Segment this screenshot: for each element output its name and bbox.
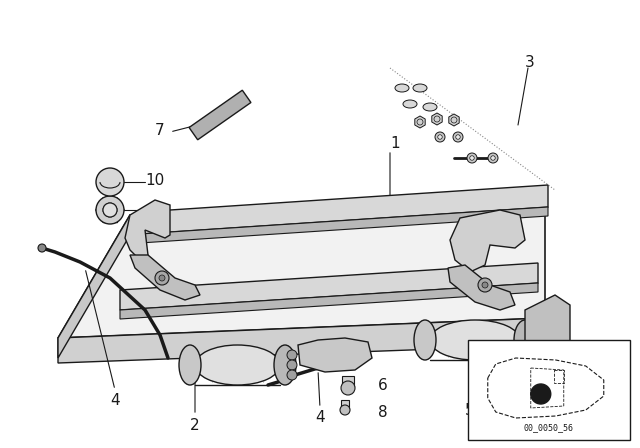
Circle shape — [341, 381, 355, 395]
Circle shape — [467, 153, 477, 163]
Text: 10: 10 — [145, 172, 164, 188]
Circle shape — [155, 271, 169, 285]
Circle shape — [96, 196, 124, 224]
Polygon shape — [341, 400, 349, 410]
Circle shape — [478, 278, 492, 292]
Text: 4: 4 — [110, 392, 120, 408]
Circle shape — [287, 370, 297, 380]
Circle shape — [287, 350, 297, 360]
Polygon shape — [120, 263, 538, 310]
Polygon shape — [140, 207, 548, 243]
Text: 9: 9 — [150, 202, 160, 217]
Polygon shape — [448, 265, 515, 310]
Circle shape — [435, 132, 445, 142]
Polygon shape — [58, 318, 545, 363]
Circle shape — [438, 135, 442, 139]
Polygon shape — [342, 376, 354, 388]
Ellipse shape — [403, 100, 417, 108]
Text: 4: 4 — [315, 409, 325, 425]
Circle shape — [470, 156, 474, 160]
Text: 2: 2 — [190, 418, 200, 432]
Circle shape — [287, 360, 297, 370]
Circle shape — [453, 132, 463, 142]
Ellipse shape — [414, 320, 436, 360]
Ellipse shape — [274, 345, 296, 385]
Ellipse shape — [423, 103, 437, 111]
Ellipse shape — [430, 320, 520, 360]
Polygon shape — [298, 338, 372, 372]
Circle shape — [488, 153, 498, 163]
Circle shape — [38, 244, 46, 252]
Polygon shape — [525, 295, 570, 375]
Circle shape — [491, 156, 495, 160]
Polygon shape — [140, 185, 548, 234]
Circle shape — [103, 203, 117, 217]
Polygon shape — [450, 210, 525, 272]
Circle shape — [482, 282, 488, 288]
Polygon shape — [189, 90, 251, 140]
Circle shape — [340, 405, 350, 415]
Polygon shape — [432, 113, 442, 125]
Polygon shape — [415, 116, 425, 128]
Text: 3: 3 — [525, 55, 535, 69]
Circle shape — [456, 135, 460, 139]
Ellipse shape — [195, 345, 280, 385]
Ellipse shape — [514, 320, 536, 360]
Polygon shape — [58, 188, 545, 338]
Polygon shape — [125, 200, 170, 260]
Ellipse shape — [179, 345, 201, 385]
Polygon shape — [120, 283, 538, 319]
Ellipse shape — [395, 84, 409, 92]
Polygon shape — [130, 255, 200, 300]
Polygon shape — [449, 114, 459, 126]
Ellipse shape — [413, 84, 427, 92]
Polygon shape — [58, 215, 130, 358]
Text: 6: 6 — [378, 378, 388, 392]
Text: 8: 8 — [378, 405, 388, 419]
Bar — [468, 340, 630, 440]
Circle shape — [531, 384, 551, 404]
Circle shape — [103, 203, 117, 217]
Text: 5: 5 — [465, 402, 475, 418]
Circle shape — [96, 168, 124, 196]
Text: 7: 7 — [155, 122, 165, 138]
Circle shape — [159, 275, 165, 281]
Text: 1: 1 — [390, 135, 400, 151]
Text: 00_0050_56: 00_0050_56 — [524, 423, 574, 432]
